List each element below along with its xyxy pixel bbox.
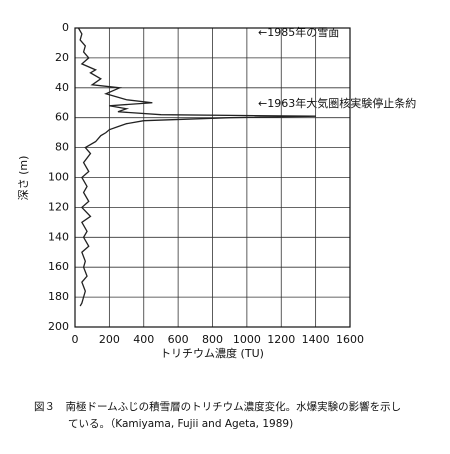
x-tick-label: 1600	[336, 333, 364, 346]
caption: 図３ 南極ドームふじの積雪層のトリチウム濃度変化。水爆実験の影響を示し	[34, 400, 401, 413]
x-tick-label: 1000	[233, 333, 261, 346]
y-tick-label: 40	[55, 81, 69, 94]
x-axis-label: トリチウム濃度 (TU)	[160, 346, 264, 360]
plot-frame	[74, 27, 351, 328]
annotation: ←1963年大気圏核実験停止条約	[258, 96, 416, 110]
x-tick-label: 1200	[267, 333, 295, 346]
y-tick-label: 100	[48, 171, 69, 184]
y-axis-label: 深さ (m)	[17, 156, 30, 201]
x-tick-label: 1400	[302, 333, 330, 346]
y-tick-label: 80	[55, 141, 69, 154]
y-tick-label: 20	[55, 51, 69, 64]
x-tick-label: 400	[133, 333, 154, 346]
x-tick-label: 0	[72, 333, 79, 346]
y-tick-label: 60	[55, 111, 69, 124]
y-tick-label: 140	[48, 230, 69, 243]
caption: ている。（Kamiyama, Fujii and Ageta, 1989)	[68, 418, 293, 430]
y-tick-label: 180	[48, 290, 69, 303]
x-tick-label: 800	[202, 333, 223, 346]
profile-line	[77, 27, 316, 307]
y-tick-label: 0	[62, 21, 69, 34]
x-tick-label: 600	[168, 333, 189, 346]
annotation: ←1985年の雪面	[258, 25, 339, 39]
x-tick-label: 200	[99, 333, 120, 346]
y-tick-label: 200	[48, 320, 69, 333]
y-tick-label: 120	[48, 200, 69, 213]
y-tick-label: 160	[48, 260, 69, 273]
